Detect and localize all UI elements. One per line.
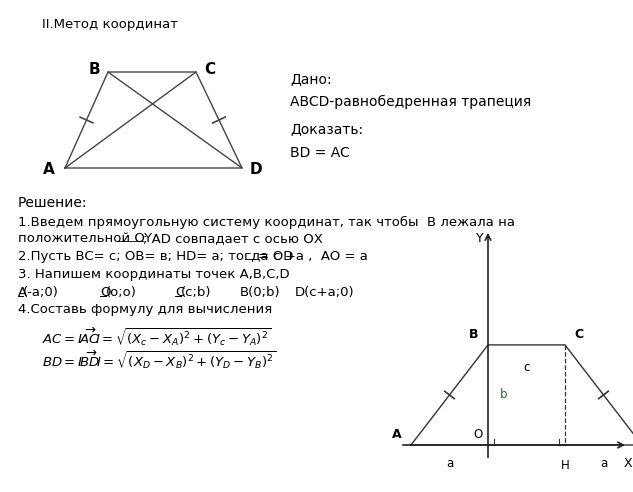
- Text: $BD = I\!\overrightarrow{BD}\!I = \sqrt{(X_D - X_B)^2 + (Y_D - Y_B)^2}$: $BD = I\!\overrightarrow{BD}\!I = \sqrt{…: [42, 348, 277, 371]
- Text: ABCD-равнобедренная трапеция: ABCD-равнобедренная трапеция: [290, 95, 531, 109]
- Text: C: C: [204, 62, 216, 78]
- Text: = c +a ,  AO = a: = c +a , AO = a: [258, 250, 368, 263]
- Text: II.Метод координат: II.Метод координат: [42, 18, 178, 31]
- Text: 2.Пусть BC= c; OB= в; HD= a; тогда OD: 2.Пусть BC= c; OB= в; HD= a; тогда OD: [18, 250, 293, 263]
- Text: (-a;0): (-a;0): [23, 286, 59, 299]
- Text: C: C: [175, 286, 184, 299]
- Text: b: b: [500, 389, 508, 401]
- Text: ; AD совпадает с осью ОХ: ; AD совпадает с осью ОХ: [143, 232, 323, 245]
- Text: Дано:: Дано:: [290, 72, 332, 86]
- Text: B: B: [88, 62, 100, 78]
- Text: a: a: [600, 457, 607, 470]
- Text: O: O: [473, 428, 482, 441]
- Text: Y: Y: [476, 232, 484, 245]
- Text: A: A: [392, 428, 402, 441]
- Text: 4.Составь формулу для вычисления: 4.Составь формулу для вычисления: [18, 303, 272, 316]
- Text: 1.Введем прямоугольную систему координат, так чтобы  В лежала на: 1.Введем прямоугольную систему координат…: [18, 216, 515, 229]
- Text: c: c: [523, 361, 530, 374]
- Text: A: A: [18, 286, 27, 299]
- Text: B(0;b): B(0;b): [240, 286, 280, 299]
- Text: O: O: [100, 286, 111, 299]
- Text: A: A: [43, 162, 55, 178]
- Text: (o;o): (o;o): [106, 286, 137, 299]
- Text: D(c+a;0): D(c+a;0): [295, 286, 354, 299]
- Text: H: H: [561, 459, 569, 472]
- Text: a: a: [446, 457, 453, 470]
- Text: D: D: [249, 162, 262, 178]
- Text: 3. Напишем координаты точек A,B,C,D: 3. Напишем координаты точек A,B,C,D: [18, 268, 290, 281]
- Text: B: B: [469, 328, 479, 341]
- Text: X: X: [624, 457, 632, 470]
- Text: Доказать:: Доказать:: [290, 122, 363, 136]
- Text: Решение:: Решение:: [18, 196, 87, 210]
- Text: $AC = I\!\overrightarrow{AC}\!I = \sqrt{(X_c - X_A)^2 + (Y_c - Y_A)^2}$: $AC = I\!\overrightarrow{AC}\!I = \sqrt{…: [42, 325, 271, 348]
- Text: BD = AC: BD = AC: [290, 146, 350, 160]
- Text: положительной OY: положительной OY: [18, 232, 152, 245]
- Text: C: C: [574, 328, 584, 341]
- Text: (c;b): (c;b): [181, 286, 211, 299]
